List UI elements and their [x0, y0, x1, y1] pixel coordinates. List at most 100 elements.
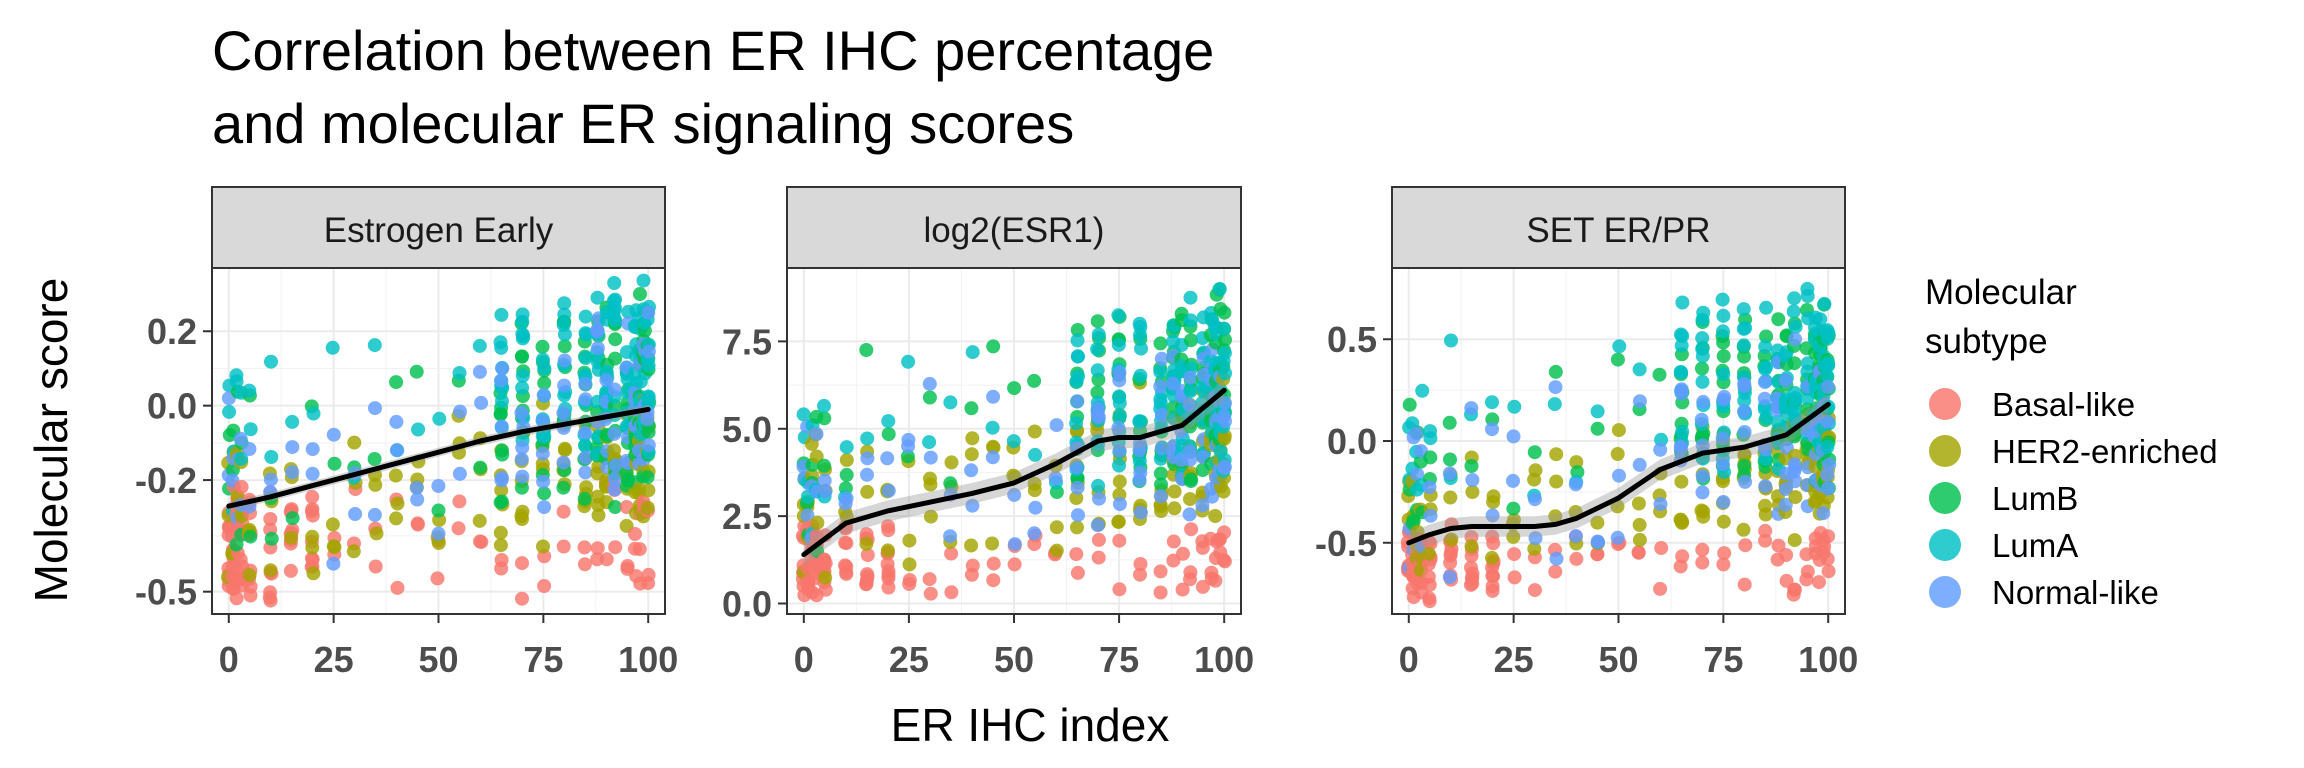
- point-lumb: [577, 491, 592, 506]
- point-her2-enriched: [1027, 424, 1042, 439]
- point-luma: [535, 352, 550, 367]
- point-normal-like: [1133, 505, 1148, 520]
- point-normal-like: [1715, 431, 1730, 446]
- point-basal-like: [451, 521, 466, 536]
- point-basal-like: [410, 517, 425, 532]
- point-normal-like: [1568, 477, 1583, 492]
- y-tick-label: -0.2: [135, 460, 197, 501]
- point-basal-like: [1653, 581, 1668, 596]
- point-luma: [1212, 282, 1227, 296]
- point-lumb: [1406, 513, 1421, 528]
- point-basal-like: [1737, 577, 1752, 592]
- point-normal-like: [1048, 471, 1063, 486]
- point-her2-enriched: [1112, 474, 1127, 489]
- point-luma: [367, 338, 382, 353]
- point-normal-like: [607, 482, 622, 497]
- point-normal-like: [1548, 380, 1563, 395]
- point-luma: [1216, 321, 1231, 336]
- point-lumb: [1548, 364, 1563, 379]
- point-normal-like: [326, 427, 341, 442]
- point-lumb: [1090, 385, 1105, 400]
- point-lumb: [1218, 332, 1232, 347]
- point-normal-like: [640, 412, 655, 427]
- point-lumb: [1506, 501, 1521, 516]
- point-normal-like: [578, 392, 593, 407]
- point-basal-like: [1175, 582, 1190, 597]
- point-luma: [1444, 333, 1458, 348]
- y-tick-label: 0.5: [1327, 319, 1377, 360]
- point-her2-enriched: [346, 544, 361, 559]
- point-luma: [1507, 399, 1522, 414]
- x-tick-label: 75: [1703, 639, 1743, 680]
- point-normal-like: [1653, 442, 1668, 457]
- point-normal-like: [515, 469, 530, 484]
- point-normal-like: [818, 484, 833, 499]
- point-luma: [1757, 402, 1772, 417]
- point-basal-like: [1208, 573, 1223, 588]
- point-luma: [1715, 292, 1730, 307]
- point-basal-like: [608, 540, 623, 555]
- point-lumb: [608, 351, 623, 366]
- legend-label: LumA: [1992, 527, 2078, 564]
- point-basal-like: [234, 480, 249, 494]
- point-luma: [1738, 321, 1753, 335]
- point-normal-like: [495, 361, 510, 376]
- point-luma: [1696, 305, 1711, 320]
- point-her2-enriched: [1069, 491, 1084, 505]
- point-basal-like: [902, 573, 917, 588]
- point-her2-enriched: [1444, 532, 1459, 547]
- point-lumb: [537, 376, 552, 390]
- point-normal-like: [1716, 392, 1731, 407]
- y-tick-label: -0.5: [135, 572, 197, 613]
- point-basal-like: [1800, 564, 1815, 579]
- legend-item-normal-like: Normal-like: [1929, 574, 2159, 611]
- point-her2-enriched: [1111, 514, 1126, 529]
- point-her2-enriched: [1758, 507, 1773, 522]
- point-her2-enriched: [1208, 509, 1223, 523]
- point-normal-like: [1442, 466, 1457, 481]
- point-normal-like: [838, 496, 853, 511]
- point-luma: [1759, 360, 1773, 375]
- point-luma: [1153, 392, 1168, 407]
- point-lumb: [1027, 373, 1042, 388]
- point-normal-like: [607, 382, 622, 397]
- point-lumb: [367, 452, 382, 466]
- point-luma: [1183, 290, 1198, 305]
- point-normal-like: [809, 427, 824, 441]
- point-her2-enriched: [1528, 463, 1543, 478]
- x-tick-label: 75: [1099, 639, 1139, 680]
- point-normal-like: [1568, 529, 1583, 544]
- point-lumb: [556, 480, 571, 495]
- point-basal-like: [1091, 532, 1106, 547]
- point-normal-like: [1821, 481, 1835, 496]
- point-basal-like: [628, 527, 642, 541]
- point-luma: [1216, 354, 1231, 369]
- point-her2-enriched: [1507, 513, 1521, 527]
- point-her2-enriched: [1548, 509, 1563, 524]
- point-basal-like: [1153, 585, 1168, 600]
- point-normal-like: [986, 389, 1001, 404]
- point-normal-like: [1464, 401, 1479, 416]
- point-normal-like: [943, 529, 958, 544]
- point-luma: [494, 307, 509, 322]
- point-normal-like: [1653, 497, 1668, 512]
- point-basal-like: [1738, 538, 1753, 553]
- legend-swatch: [1929, 482, 1961, 514]
- point-normal-like: [1423, 508, 1438, 523]
- point-her2-enriched: [1464, 539, 1479, 554]
- point-lumb: [431, 503, 446, 518]
- point-lumb: [641, 425, 656, 440]
- point-luma: [860, 431, 875, 446]
- point-basal-like: [599, 552, 614, 567]
- point-basal-like: [881, 523, 896, 538]
- point-normal-like: [599, 373, 614, 388]
- point-her2-enriched: [860, 484, 875, 499]
- point-normal-like: [368, 401, 382, 416]
- point-her2-enriched: [1787, 533, 1802, 548]
- point-luma: [285, 414, 300, 429]
- point-basal-like: [1007, 557, 1022, 572]
- point-luma: [1788, 397, 1803, 412]
- point-luma: [1736, 302, 1751, 317]
- point-lumb: [535, 339, 550, 354]
- point-normal-like: [409, 480, 424, 495]
